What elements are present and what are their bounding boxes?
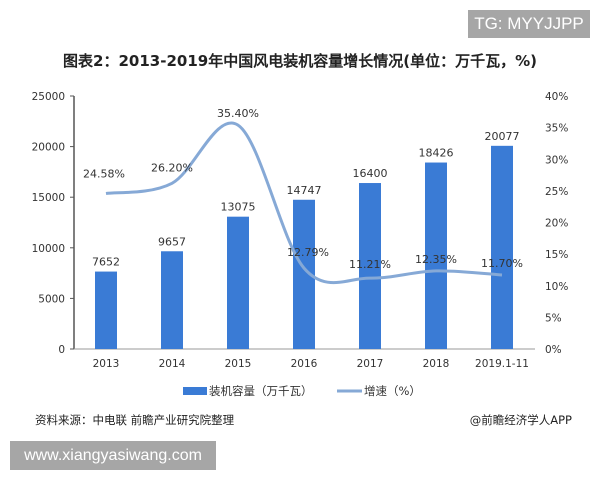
- bar: [293, 199, 315, 349]
- bar-data-label: 18426: [419, 147, 454, 160]
- bar-data-label: 13075: [221, 201, 256, 214]
- right-tick-label: 0%: [545, 344, 562, 356]
- line-data-label: 11.21%: [349, 258, 391, 271]
- line-data-label: 26.20%: [151, 161, 193, 174]
- credit-note: @前瞻经济学人APP: [469, 413, 572, 427]
- chart-plot: 0 5000 10000 15000 20000 25000 0% 5% 10% 15% 20% 25…: [32, 91, 569, 398]
- left-tick-label: 25000: [32, 91, 65, 103]
- x-tick-label: 2019.1-11: [475, 358, 529, 370]
- legend-bar-label: 装机容量（万千瓦）: [209, 384, 313, 398]
- right-tick-label: 20%: [545, 218, 568, 230]
- left-tick-label: 0: [58, 344, 65, 356]
- right-tick-label: 40%: [545, 91, 568, 103]
- legend-line-label: 增速（%）: [364, 384, 421, 398]
- watermark-bottom: www.xiangyasiwang.com: [10, 441, 216, 470]
- bar: [95, 271, 117, 349]
- right-tick-label: 30%: [545, 154, 568, 166]
- watermark-top: TG: MYYJJPP: [468, 10, 590, 38]
- x-tick-label: 2018: [423, 358, 450, 370]
- line-data-label: 11.70%: [481, 257, 523, 270]
- bar-data-label: 20077: [485, 130, 520, 143]
- bar: [491, 145, 513, 349]
- bar-data-label: 9657: [158, 235, 186, 248]
- right-tick-label: 10%: [545, 281, 568, 293]
- bar-data-label: 16400: [353, 167, 388, 180]
- x-tick-label: 2015: [225, 358, 252, 370]
- bar: [227, 216, 249, 349]
- x-tick-label: 2013: [93, 358, 120, 370]
- line-data-label: 24.58%: [83, 168, 125, 181]
- bar-data-label: 7652: [92, 256, 120, 269]
- bar: [425, 162, 447, 349]
- right-tick-label: 35%: [545, 123, 568, 135]
- right-tick-label: 5%: [545, 312, 562, 324]
- right-tick-label: 25%: [545, 186, 568, 198]
- line-data-label: 12.35%: [415, 253, 457, 266]
- legend-bar-swatch: [183, 387, 207, 395]
- bar: [359, 183, 381, 349]
- bar-data-label: 14747: [287, 184, 322, 197]
- growth-line: [105, 121, 503, 285]
- line-data-label: 35.40%: [217, 107, 259, 120]
- chart-title: 图表2：2013-2019年中国风电装机容量增长情况(单位：万千瓦，%): [63, 52, 537, 70]
- x-tick-label: 2014: [159, 358, 186, 370]
- left-tick-label: 5000: [38, 293, 65, 305]
- bar: [161, 251, 183, 349]
- x-tick-label: 2016: [291, 358, 318, 370]
- right-tick-label: 15%: [545, 249, 568, 261]
- x-tick-label: 2017: [357, 358, 384, 370]
- line-data-label: 12.79%: [287, 246, 329, 259]
- left-tick-label: 10000: [32, 243, 65, 255]
- left-tick-label: 20000: [32, 142, 65, 154]
- left-tick-label: 15000: [32, 192, 65, 204]
- source-note: 资料来源：中电联 前瞻产业研究院整理: [35, 413, 235, 427]
